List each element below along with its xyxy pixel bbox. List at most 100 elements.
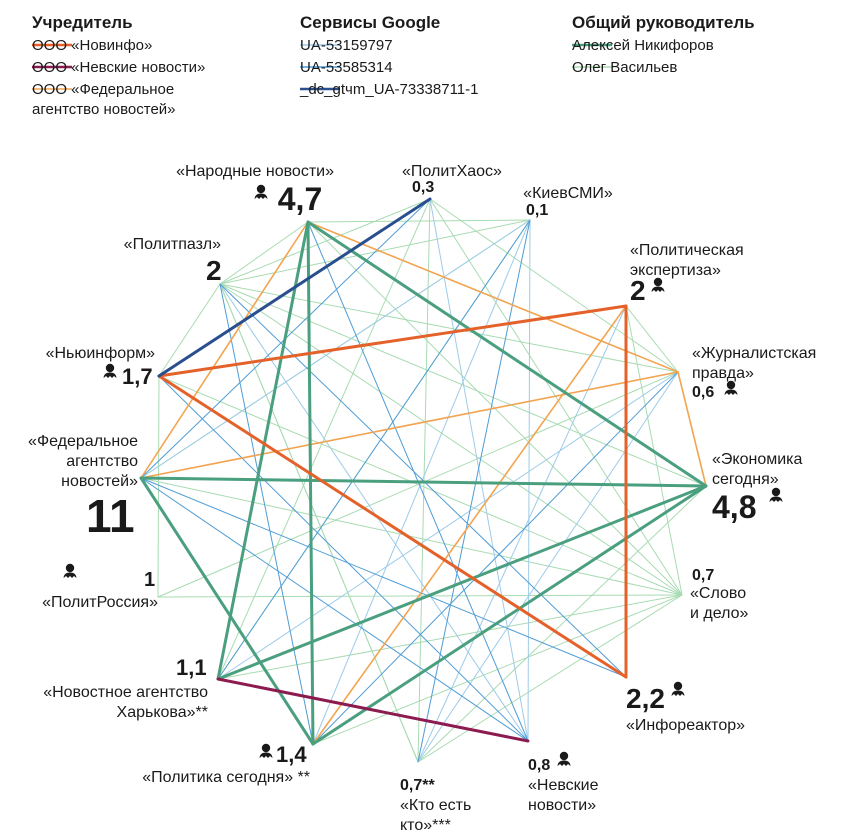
edge-line (417, 594, 683, 763)
edge-line (417, 219, 531, 763)
edge-line (158, 283, 221, 377)
edge-line (312, 371, 679, 745)
node-name: правда» (692, 365, 754, 382)
node-value: 0,3 (412, 179, 434, 196)
node-name: «Невские (528, 777, 599, 794)
node-value: 0,1 (526, 202, 548, 219)
node-name: «Федеральное (28, 433, 138, 450)
node-name: «Журналистская (692, 345, 816, 362)
edges (139, 197, 708, 763)
legend-group-title: Учредитель (32, 13, 133, 32)
person-icon (259, 743, 273, 758)
edge-line (307, 219, 531, 223)
edge-line (219, 283, 679, 373)
node-kievsmi: «КиевСМИ»0,1 (523, 185, 613, 219)
node-value: 2 (206, 255, 222, 286)
node-polexp: «Политическая экспертиза»2 (630, 242, 744, 306)
node-nevskie: «Невские новости» 0,8 (528, 751, 599, 814)
node-value: 0,7** (400, 777, 435, 794)
legend-item-label: UA-53585314 (300, 59, 393, 76)
node-inforeaktor: «Инфореактор» 2,2 (626, 681, 745, 734)
edge-line (157, 197, 432, 378)
person-icon (769, 487, 783, 502)
node-slovo: «Слово и дело» 0,7 (690, 567, 749, 622)
person-icon (557, 751, 571, 766)
edge-line (157, 374, 628, 679)
edge-line (140, 371, 679, 479)
legend-group: Общий руководитель Алексей Никифоров Олег … (572, 13, 755, 76)
node-value: 2,2 (626, 683, 665, 714)
edge-line (140, 477, 627, 678)
node-value: 11 (86, 490, 135, 542)
person-icon (724, 380, 738, 395)
edge-line (139, 476, 315, 746)
legend-item-label: ООО «Новинфо» (32, 37, 152, 54)
node-name: «ПолитХаос» (402, 163, 502, 180)
person-icon (671, 681, 685, 696)
node-ekonom: «Экономика сегодня»4,8 (712, 451, 803, 525)
edge-line (217, 371, 679, 680)
edge-line (417, 305, 627, 763)
node-name: «Экономика (712, 451, 803, 468)
edge-line (219, 198, 431, 285)
edge-group (216, 677, 530, 743)
legend-item-label: _dc_gtчm_UA-73338711-1 (299, 81, 478, 98)
edge-group (157, 197, 432, 378)
node-name: «Новостное агентство (43, 684, 208, 701)
node-polithaos: «ПолитХаос»0,3 (402, 163, 502, 196)
edge-line (219, 221, 309, 285)
legend-item-label: UA-53159797 (300, 37, 393, 54)
legend-item-label: Олег Васильев (572, 59, 677, 76)
edge-line (306, 220, 315, 746)
edge-group (139, 220, 708, 746)
node-name: и дело» (690, 605, 749, 622)
node-name: новостей» (61, 473, 138, 490)
legend-group-title: Сервисы Google (300, 13, 440, 32)
edge-line (312, 305, 627, 745)
edge-line (677, 371, 707, 487)
edge-line (311, 484, 708, 746)
node-name: кто»*** (400, 817, 451, 834)
edge-line (219, 283, 314, 745)
node-politrossiya: «ПолитРоссия» 1 (42, 563, 158, 611)
edge-line (140, 221, 309, 479)
node-labels: «Народные новости»4,7 «ПолитХаос»0,3 «Киев… (28, 163, 816, 834)
node-name: «Инфореактор» (626, 717, 745, 734)
node-zhurprav: «Журналистская правда» 0,6 (692, 345, 816, 401)
edge-line (140, 477, 529, 742)
edge-line (429, 198, 679, 373)
edge-line (157, 594, 683, 598)
edge-line (157, 375, 160, 598)
node-harkov: «Новостное агентство Харькова»** 1,1 (43, 655, 208, 721)
edge-line (216, 677, 530, 743)
node-name: «Политпазл» (124, 236, 221, 253)
edge-line (625, 305, 679, 373)
node-value: 0,8 (528, 757, 550, 774)
legend-item-label: ООО «Невские новости» (32, 59, 205, 76)
edge-line (216, 220, 310, 681)
node-value: 0,7 (692, 567, 714, 584)
node-newinform: «Ньюинформ» 1,7 (46, 345, 156, 389)
edge-line (157, 304, 628, 378)
edge-line (527, 219, 531, 742)
node-polsegodnya: «Политика сегодня» ** 1,4 (142, 742, 310, 786)
node-name: «КиевСМИ» (523, 185, 613, 202)
edge-line (217, 594, 683, 680)
node-value: 1,7 (122, 364, 153, 389)
edge-line (217, 219, 531, 680)
node-value: 1,4 (276, 742, 307, 767)
node-value: 0,6 (692, 384, 714, 401)
node-value: 1 (144, 569, 155, 591)
node-name: «Политика сегодня» ** (142, 769, 310, 786)
node-value: 4,7 (278, 181, 322, 217)
edge-line (429, 198, 529, 742)
legend-group-title: Общий руководитель (572, 13, 755, 32)
node-name: «ПолитРоссия» (42, 594, 158, 611)
node-value: 2 (630, 275, 646, 306)
person-icon (651, 277, 665, 292)
node-name: «Политическая (630, 242, 744, 259)
node-narodnye: «Народные новости»4,7 (176, 163, 334, 217)
edge-line (219, 283, 419, 763)
